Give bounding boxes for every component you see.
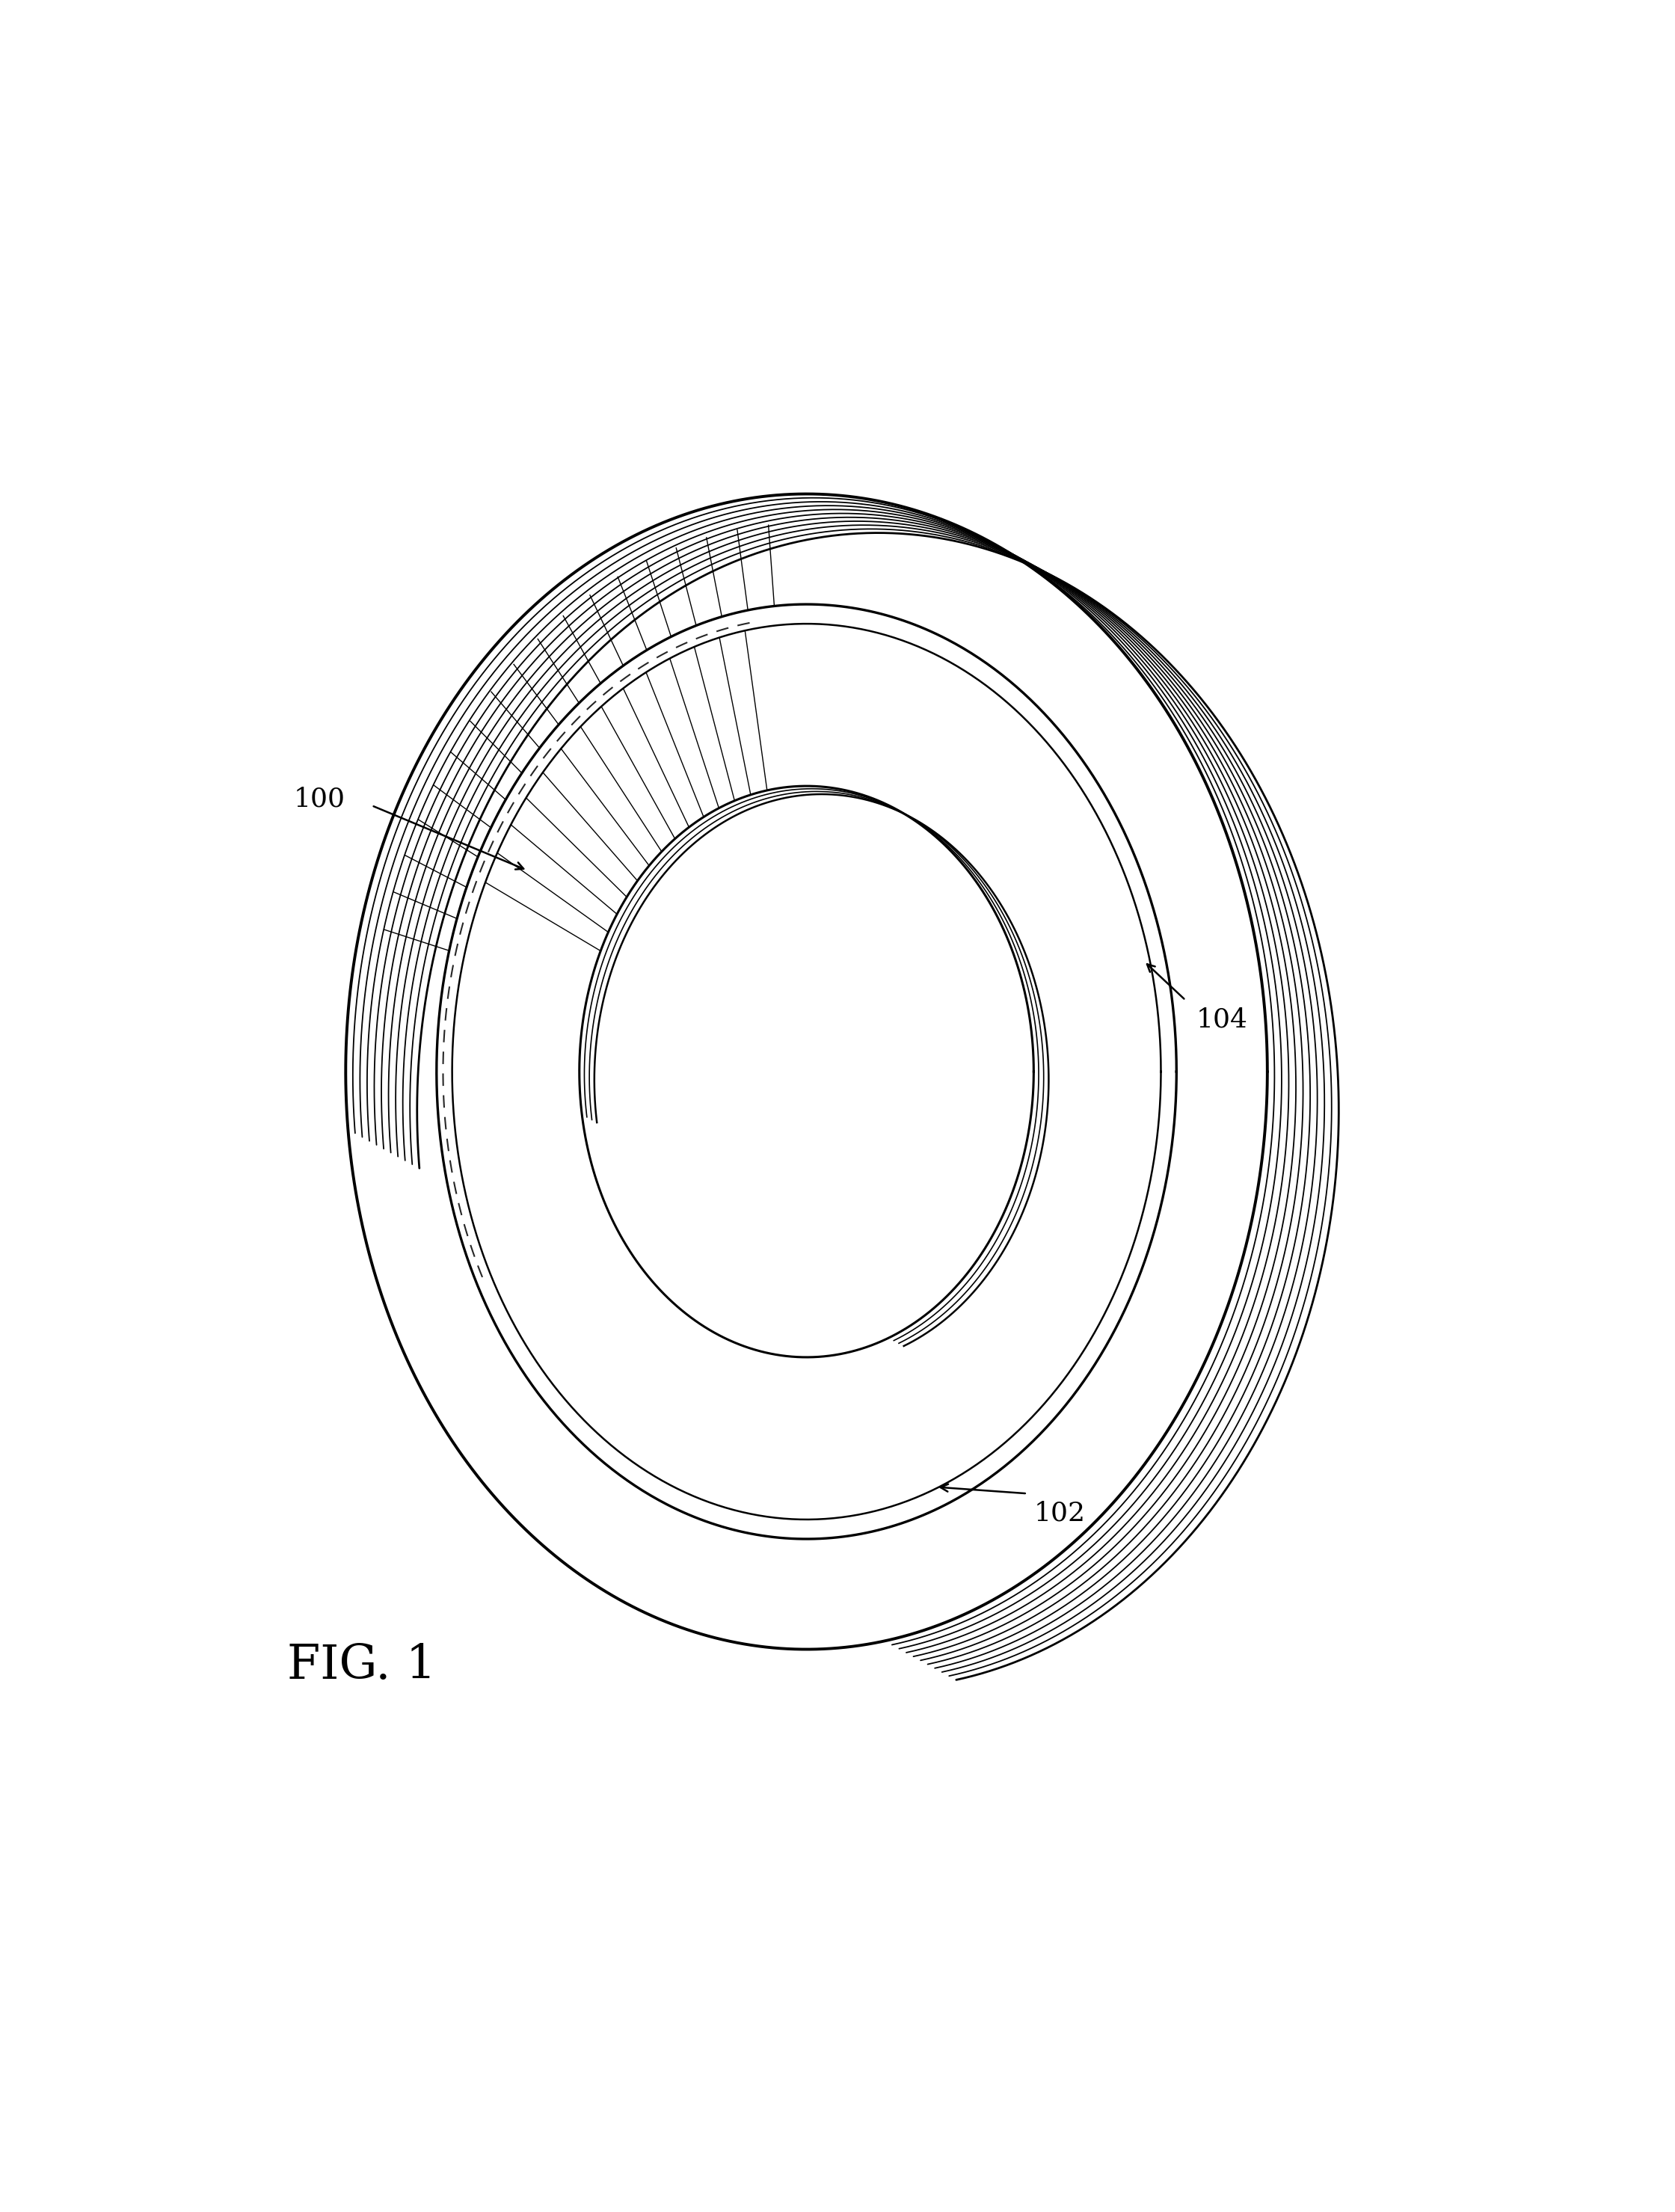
Text: FIG. 1: FIG. 1 [288, 1644, 437, 1688]
Text: 102: 102 [1033, 1500, 1085, 1526]
Text: 100: 100 [293, 785, 345, 812]
Text: 104: 104 [1196, 1006, 1248, 1033]
